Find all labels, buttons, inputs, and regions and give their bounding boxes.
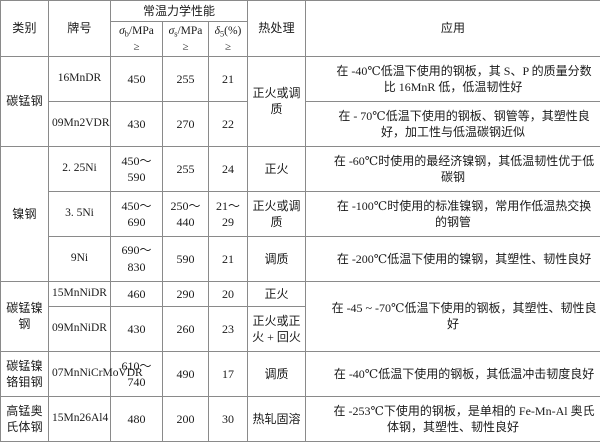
cell-category: 高锰奥氏体钢 [0, 396, 49, 442]
table-row: 3. 5Ni 450～690 250～440 21～29 正火或调质在 -100℃时使用… [1, 190, 600, 237]
tensile-unit: /MPa [128, 25, 154, 38]
cell-heat_treatment: 正火 [247, 145, 307, 192]
cell-application: 在 -200℃低温下使用的镍钢，其塑性、韧性良好 [305, 235, 600, 282]
cell-application: 在 -45 ~ -70℃低温下使用的钢板，其塑性、韧性良好 [305, 280, 600, 353]
cell-elongation: 24 [207, 145, 249, 192]
sigma-symbol: σ [119, 25, 125, 38]
table-row: 碳锰镍铬钼钢 07MnNiCrMoVDR 610～740 490 17 调质在 -40℃低… [0, 351, 600, 398]
header-mechanical-properties-group: 常温力学性能 [109, 0, 249, 23]
cell-tensile: 430 [110, 306, 163, 353]
cell-heat_treatment: 调质 [247, 235, 307, 282]
delta-symbol: δ [214, 25, 220, 38]
delta-5-subscript: 5 [220, 29, 225, 39]
cell-tensile: 450～590 [110, 145, 163, 192]
cell-category: 碳锰钢 [0, 55, 49, 147]
cell-heat_treatment: 正火或调质 [247, 55, 307, 147]
cell-grade: 9Ni [48, 235, 111, 282]
cell-grade: 15Mn26Al4 [48, 396, 111, 442]
header-category: 类别 [0, 0, 49, 57]
cell-heat_treatment: 热轧固溶 [247, 396, 307, 442]
table-row: 镍钢 2. 25Ni 450～590 255 24 正火在 -60℃时使用的最经济镍钢，其… [0, 145, 600, 282]
cell-elongation: 23 [207, 306, 249, 353]
sigma-symbol: σ [168, 25, 175, 38]
cell-yield: 255 [162, 145, 209, 192]
cell-tensile: 450 [110, 55, 163, 102]
table-row: 09MnNiDR 430 260 23 正火或正火 + 回火 [1, 306, 600, 353]
cell-yield: 250～440 [162, 190, 209, 237]
cell-application: 在 - 70℃低温下使用的钢板、钢管等，其塑性良好，加工性与低温碳钢近似 [305, 100, 600, 147]
cell-grade: 09MnNiDR [48, 306, 111, 353]
cell-grade: 07MnNiCrMoVDR [48, 351, 143, 398]
cell-yield: 290 [162, 280, 209, 308]
cell-application: 在 -60℃时使用的最经济镍钢，其低温韧性优于低碳钢 [305, 145, 600, 192]
cell-elongation: 21 [207, 55, 249, 102]
table-row: 高锰奥氏体钢 15Mn26Al4 480 200 30 热轧固溶在 -253℃下使用的钢板… [0, 396, 600, 442]
elongation-unit: (%) [224, 25, 242, 38]
cell-tensile: 430 [110, 100, 163, 147]
cell-elongation: 22 [207, 100, 249, 147]
table-header-row-top: 类别 牌号 常温力学性能 热处理 应用 [0, 0, 600, 57]
cell-tensile: 450～690 [110, 190, 163, 237]
sigma-s-subscript: s [174, 29, 178, 39]
cell-tensile: 480 [110, 396, 163, 442]
cell-category: 碳锰镍铬钼钢 [0, 351, 49, 398]
elongation-ge-symbol: ≥ [224, 40, 232, 53]
cell-yield: 590 [162, 235, 209, 282]
cell-heat_treatment: 正火或调质 [247, 190, 307, 237]
table-row: 碳锰镍钢 15MnNiDR 460 290 20 正火在 -45 ~ -70℃低温下使用的… [0, 280, 600, 353]
cell-category: 碳锰镍钢 [0, 280, 49, 353]
cell-elongation: 20 [207, 280, 249, 308]
table-row: 9Ni 690～830 590 21 调质在 -200℃低温下使用的镍钢，其塑性、韧性良… [1, 235, 600, 282]
cell-grade: 2. 25Ni [48, 145, 111, 192]
cell-elongation: 17 [207, 351, 249, 398]
cell-heat_treatment: 正火 [247, 280, 307, 308]
cell-yield: 255 [162, 55, 209, 102]
cell-tensile: 460 [110, 280, 163, 308]
cell-application: 在 -40℃低温下使用的钢板，其低温冲击韧度良好 [305, 351, 600, 398]
cell-grade: 3. 5Ni [48, 190, 111, 237]
header-application: 应用 [305, 0, 600, 57]
cell-grade: 09Mn2VDR [48, 100, 111, 147]
cell-heat_treatment: 正火或正火 + 回火 [247, 306, 307, 353]
cell-tensile: 690～830 [110, 235, 163, 282]
cell-elongation: 21～29 [207, 190, 249, 237]
cell-grade: 15MnNiDR [48, 280, 111, 308]
table-row: 碳锰钢 16MnDR 450 255 21 正火或调质在 -40℃低温下使用的钢板，其 S… [0, 55, 600, 147]
cell-elongation: 30 [207, 396, 249, 442]
yield-ge-symbol: ≥ [182, 40, 189, 53]
header-elongation: δ5(%) ≥ [207, 21, 249, 57]
cell-heat_treatment: 调质 [247, 351, 307, 398]
cell-yield: 200 [162, 396, 209, 442]
header-yield-strength: σs/MPa ≥ [162, 21, 209, 57]
cell-application: 在 -40℃低温下使用的钢板，其 S、P 的质量分数比 16MnR 低，低温韧性… [305, 55, 600, 102]
cell-yield: 490 [162, 351, 209, 398]
cell-elongation: 21 [207, 235, 249, 282]
table-body: 碳锰钢 16MnDR 450 255 21 正火或调质在 -40℃低温下使用的钢板，其 S… [0, 55, 600, 442]
cell-yield: 260 [162, 306, 209, 353]
cell-application: 在 -253℃下使用的钢板，是单相的 Fe-Mn-Al 奥氏体钢，其塑性、韧性良… [305, 396, 600, 442]
header-heat-treatment: 热处理 [247, 0, 307, 57]
header-tensile-strength: σb/MPa ≥ [110, 21, 163, 57]
cell-grade: 16MnDR [48, 55, 111, 102]
cell-yield: 270 [162, 100, 209, 147]
sigma-b-subscript: b [124, 29, 129, 39]
tensile-ge-symbol: ≥ [133, 40, 140, 53]
table-header-row-bottom: σb/MPa ≥ σs/MPa ≥ δ5(%) ≥ [1, 21, 600, 57]
cell-application: 在 -100℃时使用的标准镍钢，常用作低温热交换的钢管 [305, 190, 600, 237]
yield-unit: /MPa [177, 25, 203, 38]
table-row: 09Mn2VDR 430 270 22 在 - 70℃低温下使用的钢板、钢管等，其塑性良… [1, 100, 600, 147]
header-grade: 牌号 [48, 0, 111, 57]
cell-category: 镍钢 [0, 145, 49, 282]
cell-tensile: 610～740 [110, 351, 163, 398]
